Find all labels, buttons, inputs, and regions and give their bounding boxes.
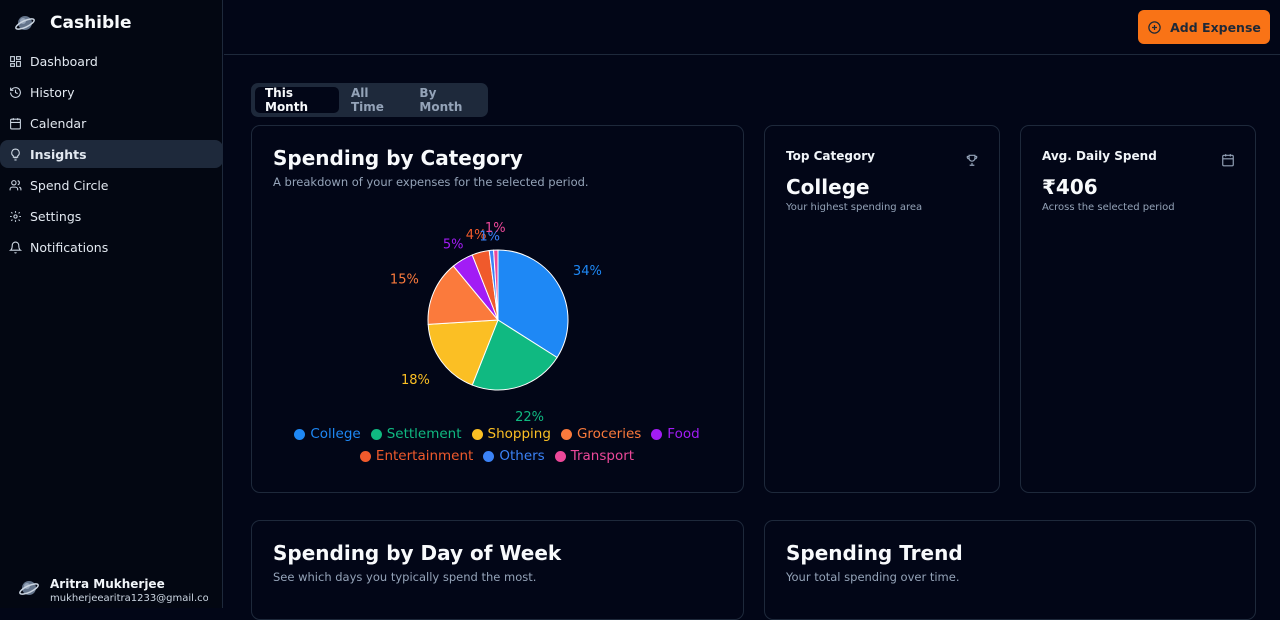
pie-legend: College Settlement Shopping Groceries Food En… — [252, 426, 742, 464]
legend-swatch — [483, 450, 495, 462]
legend-label: College — [310, 426, 361, 442]
card-subtitle: Your total spending over time. — [786, 570, 960, 584]
legend-swatch — [359, 450, 371, 462]
layout-grid-icon — [10, 55, 21, 67]
card-title: Top Category — [786, 149, 875, 163]
legend-swatch — [554, 450, 566, 462]
plus-circle-icon — [1148, 20, 1161, 34]
app-name: Cashible — [50, 13, 132, 33]
bell-icon — [9, 241, 22, 253]
pie-slice-shopping[interactable] — [427, 319, 499, 386]
legend-item-college[interactable]: College — [294, 426, 361, 442]
sidebar-item-notifications[interactable]: Notifications — [0, 233, 223, 261]
legend-swatch — [370, 428, 382, 440]
sidebar-item-dashboard[interactable]: Dashboard — [0, 47, 223, 75]
sidebar-item-label: Dashboard — [30, 53, 98, 69]
legend-swatch — [294, 428, 306, 440]
calendar-icon — [10, 117, 21, 129]
trophy-icon — [965, 152, 979, 166]
legend-item-groceries[interactable]: Groceries — [560, 426, 642, 442]
legend-swatch — [471, 428, 483, 440]
sidebar-item-calendar[interactable]: Calendar — [0, 109, 223, 137]
pie-label-others: 1% — [479, 229, 500, 244]
pie-label-shopping: 18% — [401, 373, 430, 388]
gear-icon — [10, 210, 21, 222]
card-subtitle: Your highest spending area — [786, 202, 923, 213]
sidebar-item-label: History — [30, 84, 75, 100]
tab-all-time[interactable]: All Time — [350, 86, 384, 114]
pie-label-college: 34% — [573, 264, 602, 279]
avatar — [19, 581, 39, 595]
card-title: Spending by Category — [273, 146, 523, 170]
sidebar-item-label: Calendar — [30, 115, 87, 131]
legend-label: Settlement — [386, 426, 462, 442]
legend-label: Food — [667, 426, 700, 442]
sidebar-nav: Dashboard History Calendar Insights Spen… — [0, 47, 223, 264]
card-subtitle: Across the selected period — [1042, 202, 1175, 213]
pie-label-food: 5% — [443, 237, 464, 252]
pie-slice-transport[interactable] — [493, 249, 499, 321]
legend-label: Entertainment — [375, 448, 474, 464]
brand[interactable]: Cashible — [14, 12, 132, 34]
card-title: Avg. Daily Spend — [1042, 149, 1157, 163]
user-email: mukherjeearitra1233@gmail.com — [50, 593, 208, 604]
pie-slice-groceries[interactable] — [427, 265, 500, 325]
add-expense-button[interactable]: Add Expense — [1138, 10, 1270, 44]
legend-swatch — [560, 428, 572, 440]
legend-label: Shopping — [487, 426, 551, 442]
top-category-card: Top Category College Your highest spendi… — [764, 125, 1000, 493]
pie-label-entertainment: 4% — [466, 228, 487, 243]
sidebar-item-history[interactable]: History — [0, 78, 223, 106]
tab-this-month[interactable]: This Month — [255, 86, 339, 114]
history-icon — [10, 86, 21, 98]
legend-label: Groceries — [576, 426, 642, 442]
card-subtitle: See which days you typically spend the m… — [273, 570, 537, 584]
add-expense-label: Add Expense — [1170, 19, 1261, 35]
legend-label: Others — [499, 448, 545, 464]
sidebar-item-spend-circle[interactable]: Spend Circle — [0, 171, 223, 199]
legend-swatch — [651, 428, 663, 440]
sidebar-item-settings[interactable]: Settings — [0, 202, 223, 230]
user-name: Aritra Mukherjee — [50, 577, 165, 591]
trend-card: Spending Trend Your total spending over … — [764, 520, 1256, 620]
sidebar-item-label: Spend Circle — [30, 177, 109, 193]
sidebar-item-label: Notifications — [30, 239, 109, 255]
sidebar-item-insights[interactable]: Insights — [0, 140, 223, 168]
legend-item-food[interactable]: Food — [651, 426, 700, 442]
legend-item-transport[interactable]: Transport — [554, 448, 635, 464]
planet-logo-icon — [15, 16, 35, 30]
legend-item-shopping[interactable]: Shopping — [471, 426, 551, 442]
sidebar-item-label: Insights — [30, 146, 87, 162]
card-title: Spending Trend — [786, 541, 963, 565]
lightbulb-icon — [11, 148, 20, 160]
pie-label-groceries: 15% — [390, 272, 419, 287]
pie-slice-settlement[interactable] — [471, 319, 558, 391]
avg-daily-value: ₹406 — [1042, 175, 1098, 199]
card-title: Spending by Day of Week — [273, 541, 562, 565]
sidebar: Cashible Dashboard History Calendar Insi… — [0, 0, 223, 608]
pie-label-settlement: 22% — [515, 410, 544, 425]
avg-daily-card: Avg. Daily Spend ₹406 Across the selecte… — [1020, 125, 1256, 493]
tab-by-month[interactable]: By Month — [419, 86, 463, 114]
category-card: Spending by Category A breakdown of your… — [251, 125, 744, 493]
category-pie-chart: 34% 22% 18% 15% 5%4%1%1% — [390, 221, 602, 425]
legend-label: Transport — [570, 448, 635, 464]
pie-label-transport: 1% — [485, 221, 506, 236]
top-bar: Add Expense — [224, 0, 1280, 55]
legend-item-others[interactable]: Others — [483, 448, 545, 464]
card-subtitle: A breakdown of your expenses for the sel… — [273, 175, 589, 189]
period-tabs: This Month All Time By Month — [251, 83, 488, 117]
day-of-week-card: Spending by Day of Week See which days y… — [251, 520, 744, 620]
sidebar-item-label: Settings — [30, 208, 82, 224]
users-icon — [9, 179, 22, 190]
top-category-value: College — [786, 175, 870, 199]
calendar-icon — [1221, 152, 1235, 167]
user-profile[interactable]: Aritra Mukherjee mukherjeearitra1233@gma… — [18, 577, 208, 604]
legend-item-settlement[interactable]: Settlement — [370, 426, 462, 442]
legend-item-entertainment[interactable]: Entertainment — [359, 448, 474, 464]
